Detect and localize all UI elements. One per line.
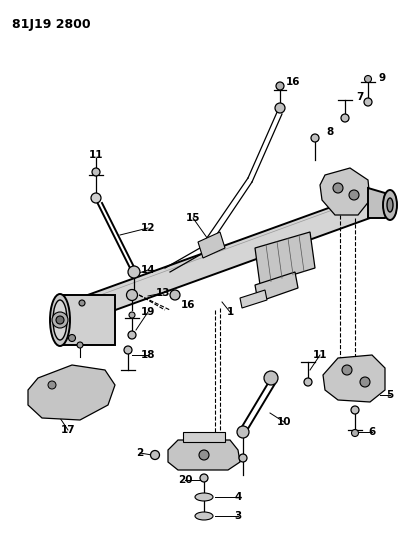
Polygon shape bbox=[60, 295, 115, 345]
Circle shape bbox=[79, 300, 85, 306]
Text: 20: 20 bbox=[178, 475, 192, 485]
Text: 1: 1 bbox=[226, 307, 234, 317]
Polygon shape bbox=[323, 355, 385, 402]
Polygon shape bbox=[198, 232, 225, 258]
Circle shape bbox=[129, 312, 135, 318]
Circle shape bbox=[77, 342, 83, 348]
Circle shape bbox=[200, 474, 208, 482]
Circle shape bbox=[304, 378, 312, 386]
Text: 12: 12 bbox=[141, 223, 155, 233]
Polygon shape bbox=[368, 188, 390, 218]
Circle shape bbox=[352, 430, 359, 437]
Circle shape bbox=[68, 335, 76, 342]
Circle shape bbox=[275, 103, 285, 113]
Text: 4: 4 bbox=[234, 492, 242, 502]
Circle shape bbox=[333, 183, 343, 193]
Circle shape bbox=[170, 290, 180, 300]
Circle shape bbox=[151, 450, 160, 459]
Circle shape bbox=[349, 190, 359, 200]
Text: 2: 2 bbox=[136, 448, 144, 458]
Polygon shape bbox=[320, 168, 370, 215]
Circle shape bbox=[365, 76, 372, 83]
Text: 17: 17 bbox=[61, 425, 75, 435]
Text: 9: 9 bbox=[379, 73, 385, 83]
Polygon shape bbox=[60, 193, 370, 330]
Polygon shape bbox=[255, 232, 315, 285]
Text: 13: 13 bbox=[156, 288, 170, 298]
Text: 16: 16 bbox=[181, 300, 195, 310]
Text: 11: 11 bbox=[89, 150, 103, 160]
Text: 11: 11 bbox=[313, 350, 327, 360]
Circle shape bbox=[92, 168, 100, 176]
Text: 8: 8 bbox=[326, 127, 334, 137]
Circle shape bbox=[341, 114, 349, 122]
Circle shape bbox=[239, 454, 247, 462]
Circle shape bbox=[364, 98, 372, 106]
Polygon shape bbox=[168, 440, 240, 470]
Circle shape bbox=[128, 266, 140, 278]
Circle shape bbox=[351, 406, 359, 414]
Ellipse shape bbox=[195, 512, 213, 520]
Polygon shape bbox=[28, 365, 115, 420]
Circle shape bbox=[91, 193, 101, 203]
Circle shape bbox=[56, 316, 64, 324]
Ellipse shape bbox=[387, 198, 393, 212]
Circle shape bbox=[276, 82, 284, 90]
Circle shape bbox=[124, 346, 132, 354]
Text: 6: 6 bbox=[368, 427, 376, 437]
Polygon shape bbox=[183, 432, 225, 442]
Text: 7: 7 bbox=[356, 92, 364, 102]
Text: 3: 3 bbox=[234, 511, 242, 521]
Text: 10: 10 bbox=[277, 417, 291, 427]
Circle shape bbox=[342, 365, 352, 375]
Circle shape bbox=[237, 426, 249, 438]
Text: 19: 19 bbox=[141, 307, 155, 317]
Circle shape bbox=[311, 134, 319, 142]
Text: 5: 5 bbox=[386, 390, 394, 400]
Ellipse shape bbox=[383, 190, 397, 220]
Text: 18: 18 bbox=[141, 350, 155, 360]
Circle shape bbox=[127, 289, 138, 301]
Circle shape bbox=[360, 377, 370, 387]
Ellipse shape bbox=[195, 493, 213, 501]
Circle shape bbox=[48, 381, 56, 389]
Text: 15: 15 bbox=[186, 213, 200, 223]
Circle shape bbox=[52, 312, 68, 328]
Text: 14: 14 bbox=[141, 265, 155, 275]
Polygon shape bbox=[255, 272, 298, 302]
Circle shape bbox=[264, 371, 278, 385]
Text: 81J19 2800: 81J19 2800 bbox=[12, 18, 91, 31]
Polygon shape bbox=[240, 290, 267, 308]
Text: 16: 16 bbox=[286, 77, 300, 87]
Circle shape bbox=[199, 450, 209, 460]
Circle shape bbox=[128, 331, 136, 339]
Ellipse shape bbox=[53, 300, 67, 340]
Ellipse shape bbox=[50, 294, 70, 346]
